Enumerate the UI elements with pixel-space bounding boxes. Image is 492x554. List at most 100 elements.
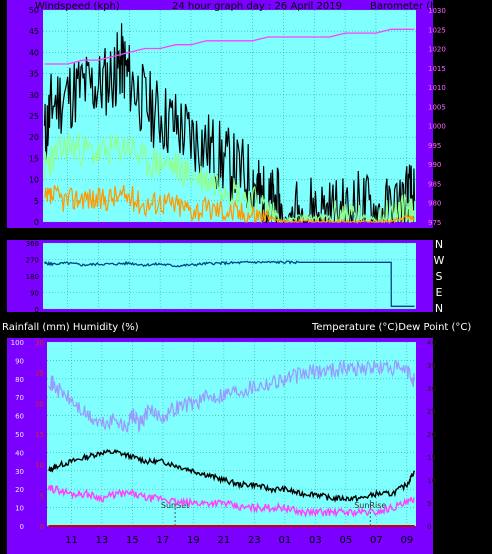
compass-label: E <box>436 286 443 299</box>
direction-line <box>43 260 415 307</box>
y-tick-label-baro: 1005 <box>428 103 446 111</box>
y-tick-label-rain: 5 <box>40 492 44 500</box>
temperature-line <box>48 448 416 503</box>
compass-label: W <box>434 254 445 267</box>
x-tick-label: 09 <box>400 535 413 546</box>
graph-title: 24 hour graph day : 26 April 2019 <box>172 1 342 12</box>
gust-line <box>43 23 416 225</box>
x-tick-label: 11 <box>65 535 78 546</box>
x-tick-label: 13 <box>96 535 109 546</box>
x-tick-label: 07 <box>370 535 383 546</box>
x-tick-label: 19 <box>185 227 198 238</box>
y-tick-label-humidity: 20 <box>15 486 24 494</box>
y-tick-label-humidity: 70 <box>15 394 24 402</box>
x-tick-label: 17 <box>157 535 170 546</box>
y-tick-label-wind: 40 <box>29 48 39 57</box>
y-tick-label-baro: 1000 <box>428 123 446 131</box>
y-tick-label-humidity: 90 <box>15 357 24 365</box>
barometer-axis-title: Barometer (hpa) <box>370 1 453 12</box>
y-tick-label-temperature: 20 <box>427 431 436 439</box>
avg-line <box>43 133 416 225</box>
y-tick-label-direction: 90 <box>30 290 39 298</box>
y-tick-label-rain: 0 <box>40 523 44 531</box>
y-tick-label-temperature: 10 <box>427 477 436 485</box>
x-tick-label: 01 <box>277 227 290 238</box>
y-tick-label-temperature: 35 <box>427 362 436 370</box>
lull-line <box>44 184 416 224</box>
y-tick-label-wind: 0 <box>34 218 39 227</box>
y-tick-label-humidity: 50 <box>15 431 24 439</box>
temperature-axis-title: Temperature (°C)Dew Point (°C) <box>311 322 471 333</box>
y-tick-label-rain: 10 <box>35 462 44 470</box>
y-tick-label-wind: 25 <box>29 112 39 121</box>
y-tick-label-baro: 985 <box>428 180 441 188</box>
y-tick-label-direction: 0 <box>35 306 39 314</box>
x-tick-label: 15 <box>123 227 136 238</box>
y-tick-label-rain: 20 <box>35 400 44 408</box>
sun-marker-label: SunRise <box>354 501 386 510</box>
y-tick-label-baro: 1020 <box>428 46 446 54</box>
y-tick-label-humidity: 80 <box>15 376 24 384</box>
y-tick-label-baro: 980 <box>428 200 441 208</box>
humidity-line <box>48 359 416 434</box>
y-tick-label-humidity: 60 <box>15 413 24 421</box>
x-tick-label: 13 <box>92 227 105 238</box>
rain-humidity-axis-title: Rainfall (mm) Humidity (%) <box>2 322 139 333</box>
y-tick-label-humidity: 10 <box>15 505 24 513</box>
y-tick-label-rain: 25 <box>35 370 44 378</box>
compass-label: N <box>435 238 443 251</box>
x-tick-label: 01 <box>279 535 292 546</box>
x-tick-label: 05 <box>339 227 352 238</box>
y-tick-label-temperature: 30 <box>427 385 436 393</box>
y-tick-label-wind: 15 <box>29 154 39 163</box>
y-tick-label-humidity: 0 <box>20 523 24 531</box>
y-tick-label-humidity: 40 <box>15 449 24 457</box>
y-tick-label-temperature: 5 <box>427 500 431 508</box>
y-tick-label-baro: 995 <box>428 142 441 150</box>
y-tick-label-wind: 10 <box>29 176 39 185</box>
y-tick-label-wind: 5 <box>34 197 39 206</box>
x-tick-label: 11 <box>61 227 74 238</box>
y-tick-label-temperature: 0 <box>427 523 431 531</box>
y-tick-label-direction: 360 <box>26 240 39 248</box>
y-tick-label-rain: 30 <box>35 339 44 347</box>
x-tick-label: 07 <box>370 227 383 238</box>
y-tick-label-temperature: 15 <box>427 454 436 462</box>
dewpoint-line <box>47 483 415 519</box>
x-tick-label: 05 <box>339 535 352 546</box>
x-tick-label: 17 <box>154 227 167 238</box>
x-tick-label: 21 <box>218 535 231 546</box>
x-tick-label: 09 <box>400 227 413 238</box>
y-tick-label-wind: 35 <box>29 70 39 79</box>
x-tick-label: 23 <box>246 227 259 238</box>
wind-axis-title: Windspeed (kph) <box>35 1 120 12</box>
y-tick-label-wind: 30 <box>29 91 39 100</box>
y-tick-label-direction: 270 <box>26 257 39 265</box>
x-tick-label: 19 <box>187 535 200 546</box>
y-tick-label-humidity: 30 <box>15 468 24 476</box>
y-tick-label-baro: 1030 <box>428 7 446 15</box>
compass-label: S <box>436 270 443 283</box>
y-tick-label-temperature: 25 <box>427 408 436 416</box>
y-tick-label-wind: 45 <box>29 27 39 36</box>
sun-marker-label: SunSet <box>161 501 189 510</box>
y-tick-label-humidity: 100 <box>11 339 24 347</box>
x-tick-label: 15 <box>126 535 139 546</box>
y-tick-label-wind: 20 <box>29 133 39 142</box>
y-tick-label-temperature: 40 <box>427 339 436 347</box>
x-tick-label: 23 <box>248 535 261 546</box>
y-tick-label-baro: 1015 <box>428 65 446 73</box>
y-tick-label-rain: 15 <box>35 431 44 439</box>
y-tick-label-wind: 50 <box>29 6 39 15</box>
y-tick-label-baro: 1010 <box>428 84 446 92</box>
y-tick-label-baro: 990 <box>428 161 441 169</box>
y-tick-label-baro: 975 <box>428 219 441 227</box>
y-tick-label-direction: 180 <box>26 273 39 281</box>
x-tick-label: 03 <box>308 227 321 238</box>
barometer-line <box>44 28 415 65</box>
compass-label: N <box>435 302 443 315</box>
y-tick-label-baro: 1025 <box>428 26 446 34</box>
x-tick-label: 03 <box>309 535 322 546</box>
x-tick-label: 21 <box>215 227 228 238</box>
